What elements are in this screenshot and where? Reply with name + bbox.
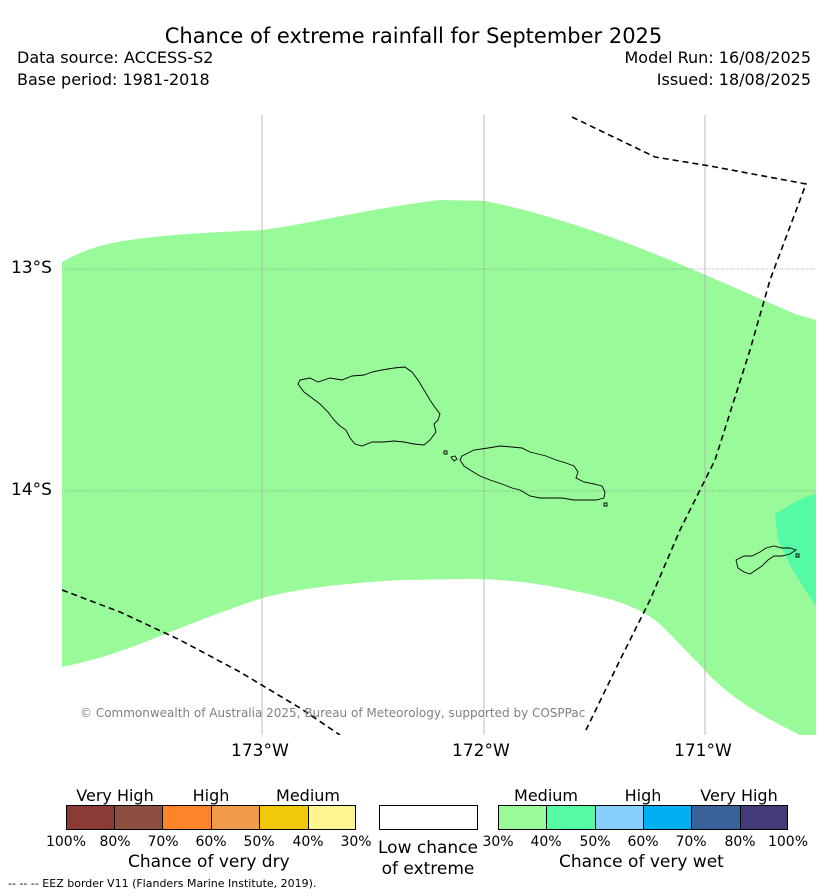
apolima-islet <box>443 450 448 455</box>
eez-border-line-southwest <box>62 589 341 735</box>
legend-dry-tick: 50% <box>243 834 275 850</box>
legend-dry-swatch-1 <box>66 805 115 830</box>
wet-medium-region <box>62 200 816 735</box>
legend-low-line2: of extreme <box>381 859 475 879</box>
legend-wet-swatch-2 <box>546 805 596 830</box>
legend-dry-tick: 100% <box>45 834 87 850</box>
run-info: Model Run: 16/08/2025 Issued: 18/08/2025 <box>625 47 812 91</box>
legend-dry-swatch-5 <box>259 805 309 830</box>
legend-dry-medium: Medium <box>276 786 340 805</box>
legend-wet-swatch-1 <box>498 805 547 830</box>
legend-wet-swatch-4 <box>643 805 692 830</box>
legend-dry-tick: 80% <box>99 834 131 850</box>
legend-wet-tick: 100% <box>767 834 809 850</box>
data-source: Data source: ACCESS-S2 <box>17 48 214 67</box>
lat-label-14s: 14°S <box>11 480 52 500</box>
legend-wet-swatch-6 <box>740 805 788 830</box>
savaii-island <box>297 366 441 447</box>
legend-dry-swatch-2 <box>114 805 163 830</box>
map-title: Chance of extreme rainfall for September… <box>164 24 663 48</box>
legend-wet-tick: 30% <box>482 834 514 850</box>
legend-dry-tick: 60% <box>195 834 227 850</box>
lon-label-173w: 173°W <box>231 741 289 761</box>
legend-dry-tick: 40% <box>292 834 324 850</box>
nuutele-islet <box>603 502 608 507</box>
base-period: Base period: 1981-2018 <box>17 70 210 89</box>
legend-wet-high: High <box>624 786 662 805</box>
upolu-island <box>459 445 606 501</box>
lat-label-13s: 13°S <box>11 258 52 278</box>
eez-border-line <box>571 116 808 731</box>
legend-wet-medium: Medium <box>514 786 578 805</box>
source-info: Data source: ACCESS-S2 Base period: 1981… <box>17 47 213 91</box>
aunuu-islet <box>795 553 800 558</box>
legend-dry-caption: Chance of very dry <box>128 852 290 872</box>
model-run: Model Run: 16/08/2025 <box>624 48 812 67</box>
legend-dry-swatch-6 <box>308 805 356 830</box>
legend-dry-swatch-4 <box>211 805 260 830</box>
legend-wet-swatch-3 <box>595 805 644 830</box>
lon-label-171w: 171°W <box>674 741 732 761</box>
eez-border-note: -- -- -- EEZ border V11 (Flanders Marine… <box>8 877 317 890</box>
tutuila-island <box>735 545 798 575</box>
legend-wet-tick: 50% <box>579 834 611 850</box>
lon-label-172w: 172°W <box>452 741 510 761</box>
legend-wet-swatch-5 <box>691 805 741 830</box>
legend-wet-tick: 80% <box>724 834 756 850</box>
legend-wet-tick: 40% <box>530 834 562 850</box>
legend-dry-high: High <box>192 786 230 805</box>
legend-wet-very-high: Very High <box>700 786 778 805</box>
copyright-notice: © Commonwealth of Australia 2025, Bureau… <box>80 706 586 720</box>
map-layers <box>62 115 816 735</box>
legend-low-line1: Low chance <box>378 838 478 858</box>
legend-wet-tick: 60% <box>627 834 659 850</box>
legend-dry-tick: 70% <box>147 834 179 850</box>
legend-wet-tick: 70% <box>675 834 707 850</box>
legend-wet-caption: Chance of very wet <box>559 852 724 872</box>
legend-dry-tick: 30% <box>340 834 372 850</box>
manono-islet <box>450 455 458 462</box>
legend-dry-very-high: Very High <box>76 786 154 805</box>
legend-low-chance-caption: Low chance of extreme <box>370 838 486 880</box>
legend-dry-swatch-3 <box>162 805 212 830</box>
issued-date: Issued: 18/08/2025 <box>656 70 811 89</box>
legend-low-chance-swatch <box>379 805 478 830</box>
